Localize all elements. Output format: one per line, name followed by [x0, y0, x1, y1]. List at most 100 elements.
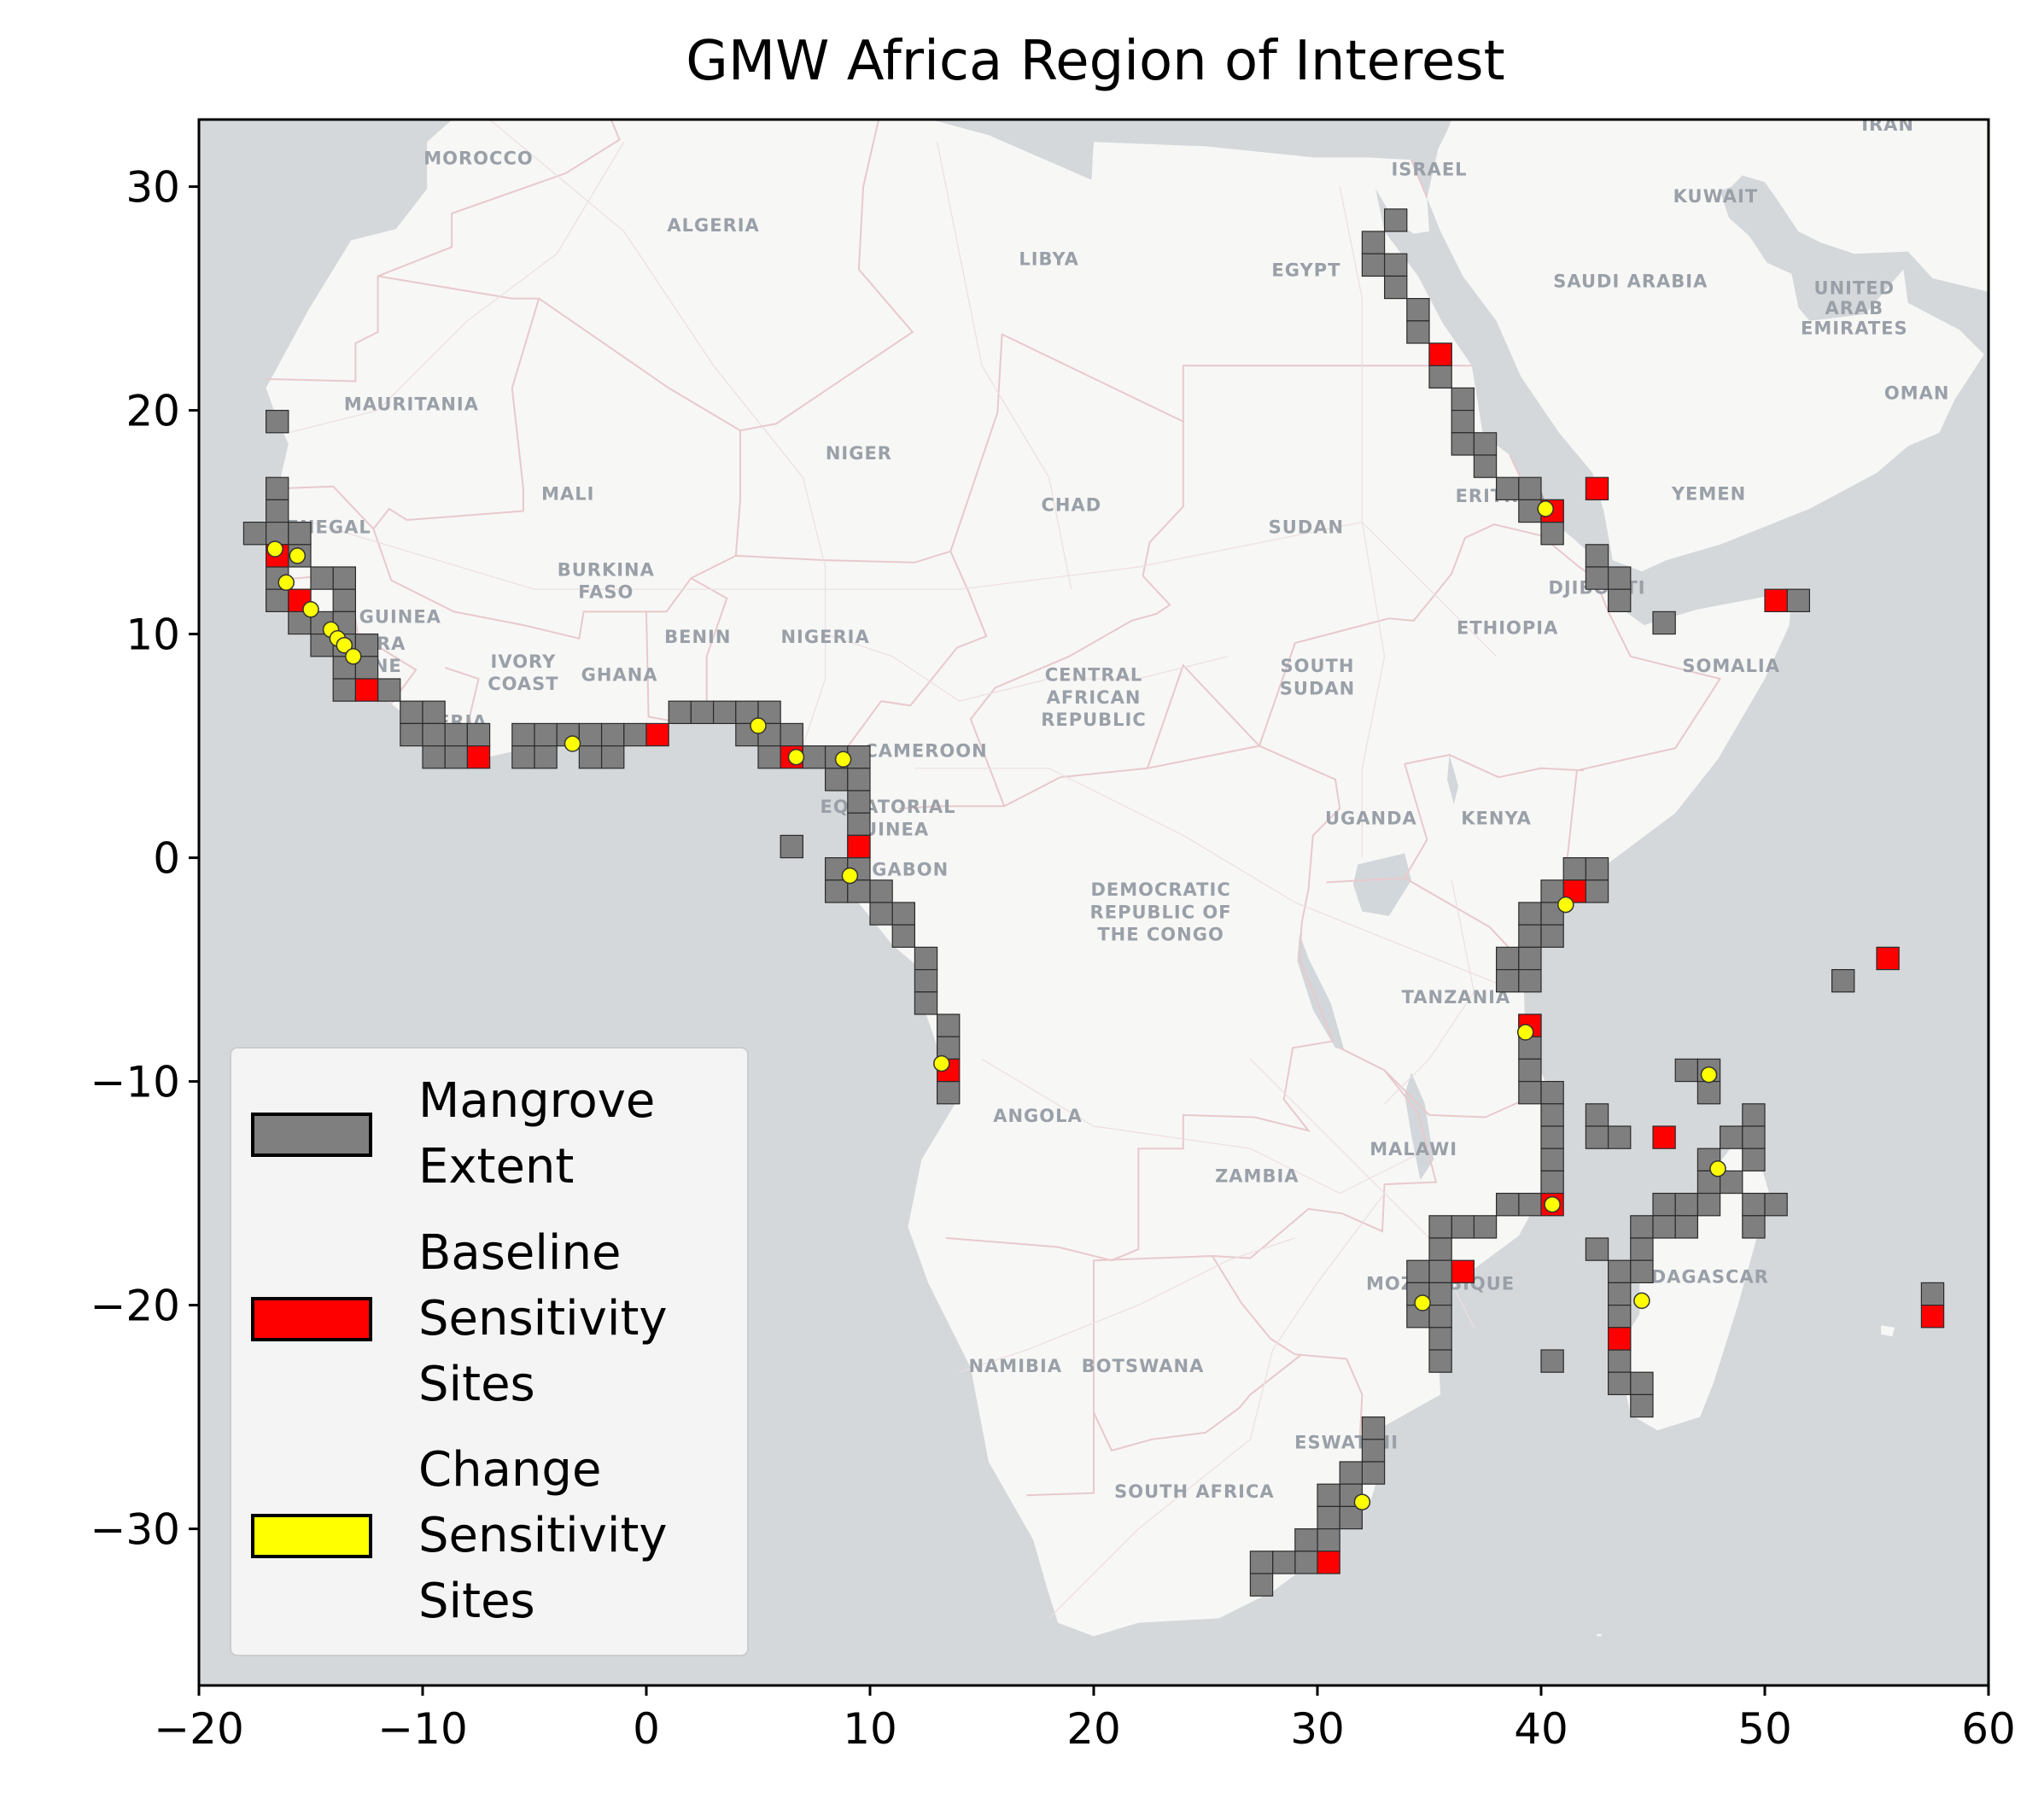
mangrove-cell — [1339, 1461, 1363, 1485]
mangrove-cell — [780, 722, 804, 747]
x-tick-label: 50 — [1737, 1704, 1792, 1754]
mangrove-cell — [1674, 1215, 1698, 1239]
road-line — [1384, 879, 1475, 1105]
lake-turkana — [1447, 755, 1459, 804]
mangrove-cell — [1607, 1371, 1632, 1395]
mangrove-cell — [600, 745, 625, 769]
mangrove-cell — [1630, 1215, 1654, 1239]
legend-label-baseline: Baseline — [418, 1225, 621, 1281]
mangrove-cell — [1249, 1573, 1274, 1597]
mangrove-cell — [914, 991, 938, 1015]
place-label: REPUBLIC OF — [1090, 902, 1232, 922]
mangrove-cell — [1540, 879, 1564, 903]
country-border — [1339, 1047, 1546, 1119]
legend-label-mangrove: Extent — [418, 1139, 574, 1194]
mangrove-cell — [1585, 856, 1609, 881]
change-site-point — [933, 1054, 950, 1072]
road-line — [825, 634, 1229, 702]
mangrove-cell — [1518, 1058, 1542, 1083]
mangrove-cell — [891, 902, 915, 926]
change-site-point — [302, 601, 319, 618]
mangrove-cell — [1518, 1080, 1542, 1105]
x-tick-label: 60 — [1961, 1704, 2016, 1754]
country-border — [451, 120, 621, 238]
country-border — [1405, 754, 1584, 779]
y-tick-label: 20 — [126, 387, 180, 436]
legend-swatch-mangrove — [251, 1113, 372, 1157]
mangrove-cell — [1742, 1215, 1766, 1239]
baseline-site-cell — [847, 834, 871, 859]
country-border — [372, 430, 741, 640]
mangrove-cell — [1495, 946, 1520, 971]
road-line — [937, 142, 1072, 590]
baseline-site-cell — [1428, 342, 1452, 366]
x-tick-label: 40 — [1514, 1704, 1568, 1754]
mangrove-cell — [1249, 1551, 1274, 1574]
mangrove-cell — [1540, 1349, 1564, 1373]
reunion-island — [1881, 1325, 1895, 1337]
place-label: CENTRAL — [1045, 665, 1142, 686]
mangrove-cell — [1518, 968, 1542, 993]
x-tick-label: 20 — [1066, 1704, 1121, 1754]
mangrove-cell — [1317, 1483, 1340, 1507]
mangrove-cell — [400, 722, 423, 747]
place-label: ZAMBIA — [1215, 1166, 1299, 1187]
mangrove-cell — [266, 476, 289, 501]
mangrove-cell — [288, 521, 312, 546]
mangrove-cell — [1451, 432, 1475, 456]
place-label: ALGERIA — [667, 215, 759, 236]
mangrove-cell — [1607, 566, 1632, 590]
mangrove-cell — [534, 745, 558, 769]
place-label: THE CONGO — [1097, 925, 1223, 945]
place-label: AFRICAN — [1047, 687, 1142, 708]
mangrove-cell — [1428, 1215, 1452, 1239]
place-label: GUINEA — [359, 607, 441, 628]
legend-label-change: Change — [418, 1442, 601, 1498]
mangrove-cell — [1742, 1192, 1766, 1217]
mangrove-cell — [1652, 1215, 1676, 1239]
place-label: LIBYA — [1019, 248, 1079, 269]
mangrove-cell — [1428, 1327, 1452, 1351]
mangrove-cell — [1697, 1080, 1721, 1105]
baseline-site-cell — [1652, 1125, 1676, 1149]
mangrove-cell — [1630, 1371, 1654, 1395]
baseline-site-cell — [1451, 1259, 1475, 1283]
mangrove-cell — [1383, 275, 1408, 300]
place-label: NIGERIA — [780, 627, 869, 647]
x-tick-label: −20 — [154, 1704, 244, 1754]
country-border — [1212, 1255, 1383, 1458]
mangrove-cell — [668, 700, 692, 725]
mangrove-cell — [1518, 1192, 1542, 1217]
mangrove-cell — [1361, 1461, 1386, 1485]
mangrove-cell — [1495, 1192, 1520, 1217]
x-tick-label: −10 — [377, 1704, 468, 1754]
mangrove-cell — [332, 588, 357, 613]
mangrove-cell — [1607, 1349, 1632, 1373]
place-label: EMIRATES — [1801, 318, 1908, 339]
place-label: SAUDI ARABIA — [1553, 272, 1708, 292]
change-site-point — [750, 717, 767, 734]
baseline-site-cell — [1317, 1551, 1340, 1574]
place-label: BOTSWANA — [1082, 1356, 1205, 1376]
mangrove-cell — [1473, 1215, 1498, 1239]
mangrove-cell — [1428, 1282, 1452, 1306]
place-label: MALAWI — [1369, 1139, 1457, 1159]
mangrove-cell — [712, 700, 737, 725]
baseline-site-cell — [1876, 946, 1900, 971]
change-site-point — [277, 574, 295, 592]
x-tick-label: 30 — [1290, 1704, 1345, 1754]
baseline-site-cell — [1764, 588, 1788, 613]
place-label: SOUTH AFRICA — [1114, 1481, 1275, 1502]
mangrove-cell — [690, 700, 715, 725]
place-label: TANZANIA — [1402, 987, 1511, 1008]
mangrove-cell — [847, 790, 871, 814]
place-label: UGANDA — [1325, 808, 1417, 828]
change-site-point — [1353, 1493, 1371, 1510]
mangrove-cell — [1920, 1282, 1945, 1306]
mangrove-cell — [400, 700, 423, 725]
baseline-site-cell — [645, 722, 669, 747]
mangrove-cell — [1607, 1282, 1632, 1306]
baseline-site-cell — [1585, 476, 1609, 501]
mangrove-cell — [1451, 410, 1475, 434]
